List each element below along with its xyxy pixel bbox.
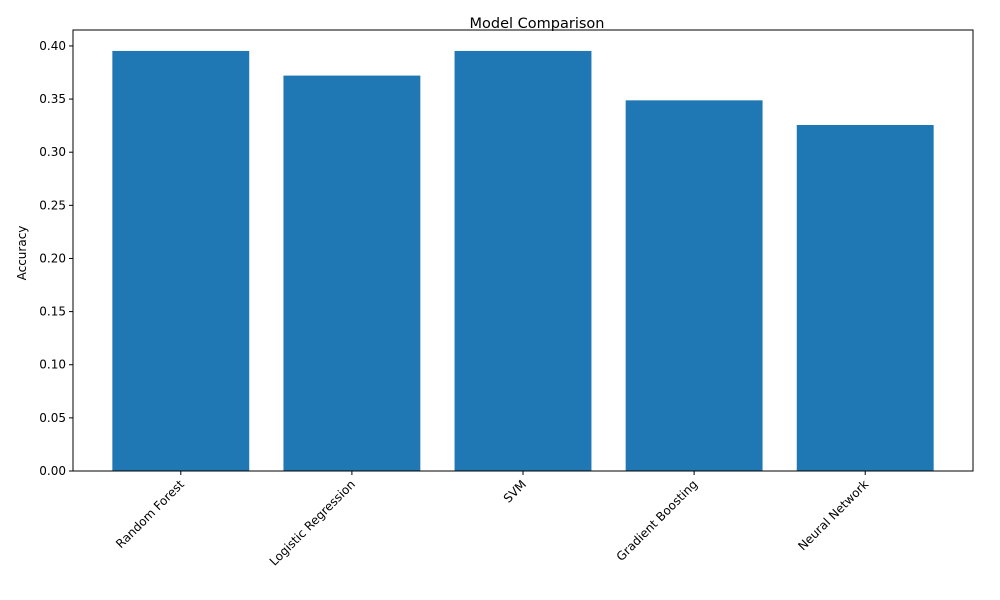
x-tick-label: SVM [501, 477, 529, 505]
x-tick-label: Logistic Regression [267, 477, 358, 568]
x-axis-ticks: Random Forest Logistic Regression SVM Gradi… [113, 471, 871, 569]
bar-gradient-boosting [625, 100, 763, 471]
y-tick-label: 0.25 [39, 198, 66, 212]
x-tick-label: Random Forest [113, 477, 187, 551]
bar-logistic-regression [283, 75, 421, 471]
y-tick-label: 0.05 [39, 411, 66, 425]
bar-svm [454, 50, 592, 472]
y-axis-ticks: 0.00 0.05 0.10 0.15 0.20 0.25 0.30 0.35 0.40 [39, 39, 73, 478]
y-tick-label: 0.40 [39, 39, 66, 53]
plot-frame [72, 29, 974, 472]
chart-title: Model Comparison [470, 16, 605, 32]
x-tick-label: Neural Network [795, 477, 871, 553]
y-tick-label: 0.20 [39, 251, 66, 265]
y-tick-label: 0.15 [39, 305, 66, 319]
bars [112, 50, 934, 472]
y-tick-label: 0.30 [39, 145, 66, 159]
y-tick-label: 0.00 [39, 464, 66, 478]
y-tick-label: 0.35 [39, 92, 66, 106]
bar-neural-network [796, 125, 934, 471]
y-tick-label: 0.10 [39, 358, 66, 372]
y-axis-label: Accuracy [15, 226, 29, 281]
bar-random-forest [112, 50, 250, 472]
x-tick-label: Gradient Boosting [614, 477, 701, 564]
